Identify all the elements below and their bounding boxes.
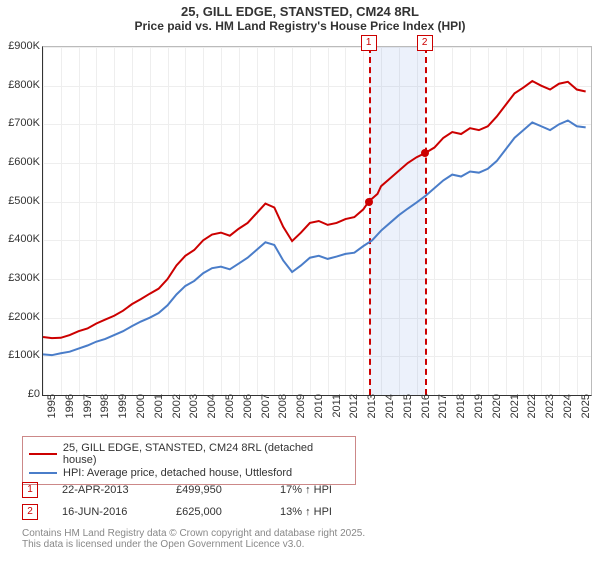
y-axis-label: £100K — [0, 349, 40, 361]
legend-box: 25, GILL EDGE, STANSTED, CM24 8RL (detac… — [22, 436, 356, 485]
x-axis-label: 2001 — [153, 394, 165, 434]
series-hpi — [43, 120, 586, 355]
legend-swatch — [29, 472, 57, 474]
x-axis-label: 1997 — [82, 394, 94, 434]
sale-price: £625,000 — [176, 506, 256, 518]
y-axis-label: £0 — [0, 388, 40, 400]
x-axis-label: 2013 — [366, 394, 378, 434]
sales-table: 1 22-APR-2013 £499,950 17% ↑ HPI 2 16-JUN-201… — [22, 482, 370, 526]
y-axis-label: £700K — [0, 117, 40, 129]
sale-index-box: 1 — [22, 482, 38, 498]
y-axis-label: £200K — [0, 311, 40, 323]
x-axis-label: 2018 — [455, 394, 467, 434]
page-title: 25, GILL EDGE, STANSTED, CM24 8RL — [0, 4, 600, 19]
sale-point — [365, 198, 373, 206]
x-axis-label: 2016 — [420, 394, 432, 434]
y-axis-label: £400K — [0, 233, 40, 245]
sale-row: 1 22-APR-2013 £499,950 17% ↑ HPI — [22, 482, 370, 498]
chart-lines — [43, 47, 591, 395]
x-axis-label: 2022 — [526, 394, 538, 434]
x-axis-label: 2008 — [277, 394, 289, 434]
x-axis-label: 1996 — [64, 394, 76, 434]
sale-point — [421, 149, 429, 157]
legend-item: 25, GILL EDGE, STANSTED, CM24 8RL (detac… — [29, 442, 349, 466]
chart-plot-area: 12 — [42, 46, 592, 396]
x-axis-label: 2021 — [509, 394, 521, 434]
x-axis-label: 2007 — [260, 394, 272, 434]
sale-delta: 13% ↑ HPI — [280, 506, 370, 518]
x-axis-label: 2025 — [580, 394, 592, 434]
sale-date: 22-APR-2013 — [62, 484, 152, 496]
x-axis-label: 2000 — [135, 394, 147, 434]
x-axis-label: 2015 — [402, 394, 414, 434]
y-axis-label: £600K — [0, 156, 40, 168]
x-axis-label: 2009 — [295, 394, 307, 434]
x-axis-label: 1998 — [99, 394, 111, 434]
x-axis-label: 2006 — [242, 394, 254, 434]
sale-row: 2 16-JUN-2016 £625,000 13% ↑ HPI — [22, 504, 370, 520]
sale-delta: 17% ↑ HPI — [280, 484, 370, 496]
x-axis-label: 1999 — [117, 394, 129, 434]
sale-index-box: 2 — [22, 504, 38, 520]
x-axis-label: 2019 — [473, 394, 485, 434]
page-subtitle: Price paid vs. HM Land Registry's House … — [0, 19, 600, 33]
x-axis-label: 1995 — [46, 394, 58, 434]
legend-label: 25, GILL EDGE, STANSTED, CM24 8RL (detac… — [63, 442, 349, 466]
x-axis-label: 2014 — [384, 394, 396, 434]
x-axis-label: 2011 — [331, 394, 343, 434]
sale-price: £499,950 — [176, 484, 256, 496]
sale-date: 16-JUN-2016 — [62, 506, 152, 518]
footer-attribution: Contains HM Land Registry data © Crown c… — [22, 528, 365, 550]
x-axis-label: 2004 — [206, 394, 218, 434]
legend-swatch — [29, 453, 57, 455]
x-axis-label: 2005 — [224, 394, 236, 434]
x-axis-label: 2002 — [171, 394, 183, 434]
legend-item: HPI: Average price, detached house, Uttl… — [29, 467, 349, 479]
x-axis-label: 2012 — [348, 394, 360, 434]
footer-line2: This data is licensed under the Open Gov… — [22, 539, 365, 550]
x-axis-label: 2024 — [562, 394, 574, 434]
x-axis-label: 2003 — [188, 394, 200, 434]
footer-line1: Contains HM Land Registry data © Crown c… — [22, 528, 365, 539]
series-property — [43, 81, 586, 338]
x-axis-label: 2023 — [544, 394, 556, 434]
y-axis-label: £800K — [0, 79, 40, 91]
y-axis-label: £900K — [0, 40, 40, 52]
y-axis-label: £300K — [0, 272, 40, 284]
x-axis-label: 2017 — [437, 394, 449, 434]
x-axis-label: 2010 — [313, 394, 325, 434]
legend-label: HPI: Average price, detached house, Uttl… — [63, 467, 292, 479]
x-axis-label: 2020 — [491, 394, 503, 434]
y-axis-label: £500K — [0, 195, 40, 207]
